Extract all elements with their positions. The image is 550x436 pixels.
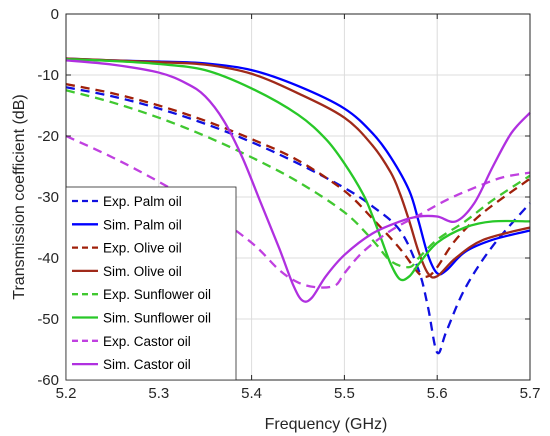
y-tick-labels: 0 -10 -20 -30 -40 -50 -60 [37, 6, 59, 389]
legend: Exp. Palm oil Sim. Palm oil Exp. Olive oil… [65, 186, 237, 381]
series-line-sim-castor-oil [65, 59, 531, 303]
legend-label-sim-palm-oil: Sim. Palm oil [103, 217, 182, 232]
legend-label-sim-sunflower-oil: Sim. Sunflower oil [103, 311, 211, 326]
x-axis-label: Frequency (GHz) [265, 416, 388, 433]
series-line-exp-palm-oil [65, 86, 531, 355]
y-axis-label: Transmission coefficient (dB) [11, 94, 28, 299]
legend-label-exp-olive-oil: Exp. Olive oil [103, 241, 182, 256]
y-tick-label: -50 [37, 311, 59, 328]
series-line-exp-olive-oil [65, 83, 531, 279]
legend-box [65, 186, 237, 381]
legend-label-exp-castor-oil: Exp. Castor oil [103, 334, 191, 349]
x-tick-label: 5.6 [427, 385, 448, 402]
legend-label-exp-sunflower-oil: Exp. Sunflower oil [103, 287, 211, 302]
y-tick-label: -60 [37, 372, 59, 389]
legend-entries: Exp. Palm oil Sim. Palm oil Exp. Olive oil… [72, 194, 211, 372]
legend-label-sim-castor-oil: Sim. Castor oil [103, 357, 191, 372]
x-tick-label: 5.4 [241, 385, 262, 402]
x-tick-labels: 5.2 5.3 5.4 5.5 5.6 5.7 [56, 385, 541, 402]
y-tick-label: -40 [37, 250, 59, 267]
y-tick-label: -10 [37, 67, 59, 84]
y-tick-label: -20 [37, 128, 59, 145]
legend-label-sim-olive-oil: Sim. Olive oil [103, 264, 182, 279]
x-tick-label: 5.7 [520, 385, 541, 402]
x-tick-label: 5.5 [334, 385, 355, 402]
series-line-sim-olive-oil [65, 57, 531, 279]
x-tick-label: 5.3 [148, 385, 169, 402]
y-tick-label: 0 [51, 6, 59, 23]
series-line-exp-sunflower-oil [65, 89, 531, 269]
y-tick-label: -30 [37, 189, 59, 206]
x-tick-label: 5.2 [56, 385, 77, 402]
series-line-sim-sunflower-oil [65, 57, 531, 282]
legend-label-exp-palm-oil: Exp. Palm oil [103, 194, 182, 209]
